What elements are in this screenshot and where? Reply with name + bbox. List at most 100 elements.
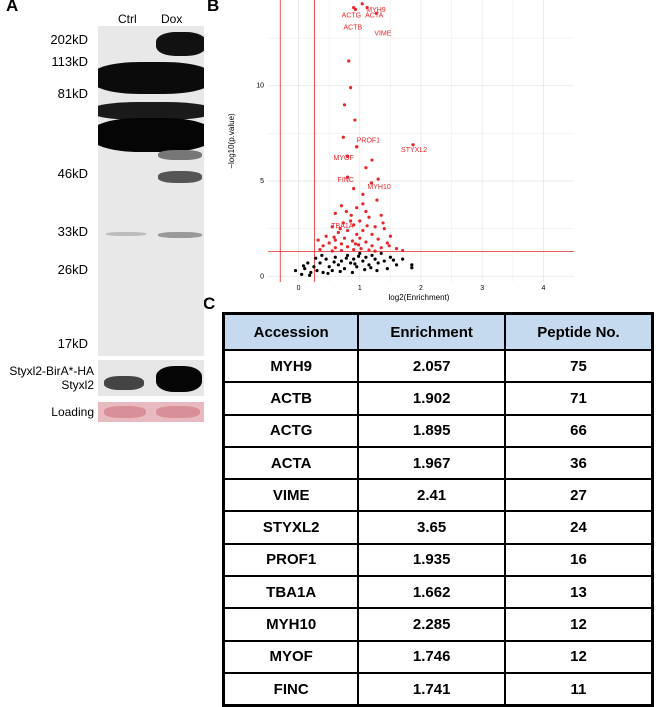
cell-enrichment: 1.662 [357, 575, 506, 610]
mw-marker: 26kD [57, 262, 88, 277]
cell-peptide-no: 66 [503, 413, 654, 448]
y-axis-label: −log10(p.value) [227, 113, 236, 169]
data-point [353, 242, 358, 246]
data-point [411, 143, 415, 147]
cell-peptide-no: 75 [503, 348, 654, 384]
data-point [382, 259, 386, 263]
data-point [318, 248, 322, 252]
point-label: MYOF [334, 155, 354, 162]
data-point [306, 261, 310, 265]
data-point [345, 154, 350, 158]
data-point [367, 215, 371, 219]
data-point [345, 228, 350, 233]
loading-control-strip [98, 402, 204, 422]
blot-band [156, 406, 200, 418]
data-point [350, 270, 355, 275]
data-point [358, 219, 362, 223]
data-point [312, 265, 316, 269]
cell-peptide-no: 13 [503, 575, 654, 610]
data-point [410, 263, 414, 267]
column-header-enrichment: Enrichment [357, 312, 506, 351]
data-point [339, 242, 344, 246]
table-row: ACTG 1.895 66 [222, 413, 654, 448]
y-tick-label: 5 [260, 178, 264, 185]
data-point [385, 241, 389, 245]
data-point [364, 166, 368, 170]
data-point [333, 211, 337, 216]
blot-band [158, 232, 202, 238]
blot-band [104, 376, 144, 390]
data-point [361, 259, 365, 263]
data-point [315, 268, 319, 273]
data-point [388, 255, 392, 259]
data-point [324, 234, 328, 238]
accession-table: Accession Enrichment Peptide No. MYH9 2.0… [222, 312, 654, 707]
data-point [374, 11, 378, 15]
data-point [336, 263, 340, 267]
data-point [347, 59, 351, 63]
data-point [391, 258, 396, 262]
data-point [387, 244, 391, 248]
data-point [385, 267, 389, 271]
data-point [341, 135, 345, 139]
data-point [410, 266, 414, 270]
data-point [376, 261, 380, 265]
cell-enrichment: 2.057 [357, 348, 506, 384]
y-tick-label: 10 [256, 83, 264, 90]
data-point [316, 238, 320, 242]
cell-accession: STYXL2 [222, 510, 360, 545]
data-point [344, 209, 348, 214]
cell-peptide-no: 36 [503, 445, 654, 481]
data-point [353, 7, 358, 12]
data-point [373, 225, 377, 229]
x-axis-label: log2(Enrichment) [389, 293, 450, 302]
data-point [321, 270, 325, 275]
cell-enrichment: 1.935 [357, 542, 506, 578]
cell-enrichment: 1.741 [357, 671, 506, 707]
cell-accession: VIME [222, 478, 360, 513]
data-point [388, 234, 392, 238]
blot-band [158, 171, 202, 183]
styxl2-blot-strip [98, 360, 204, 396]
data-point [353, 118, 357, 122]
data-point [365, 6, 369, 10]
data-point [344, 256, 348, 260]
cell-accession: ACTA [222, 445, 360, 481]
table-row: MYOF 1.746 12 [222, 639, 654, 674]
mw-marker: 17kD [57, 336, 88, 351]
data-point [345, 175, 350, 179]
data-point [327, 241, 331, 245]
data-point [341, 221, 345, 225]
data-point [375, 198, 379, 202]
data-point [330, 268, 334, 273]
cell-enrichment: 2.41 [357, 478, 506, 513]
cell-accession: TBA1A [222, 575, 360, 610]
cell-accession: PROF1 [222, 542, 360, 578]
data-point [338, 227, 342, 231]
data-point [376, 177, 380, 181]
x-tick-label: 2 [419, 285, 423, 292]
data-point [365, 224, 369, 228]
data-point [394, 263, 399, 267]
table-row: MYH9 2.057 75 [222, 348, 654, 384]
data-point [361, 202, 365, 206]
cell-accession: MYH10 [222, 607, 360, 642]
data-point [349, 213, 353, 217]
data-point [361, 228, 365, 233]
data-point [356, 254, 361, 258]
data-point [370, 158, 374, 162]
column-header-peptide-no: Peptide No. [503, 312, 654, 351]
blot-band [156, 32, 204, 56]
x-tick-label: 3 [480, 285, 484, 292]
cell-peptide-no: 71 [503, 381, 654, 416]
data-point [358, 251, 362, 256]
data-point [352, 187, 356, 191]
data-point [379, 246, 383, 250]
blot-band [98, 118, 204, 152]
data-point [364, 209, 368, 214]
cell-peptide-no: 12 [503, 607, 654, 642]
data-point [364, 240, 368, 244]
data-point [363, 268, 367, 272]
data-point [369, 181, 374, 185]
